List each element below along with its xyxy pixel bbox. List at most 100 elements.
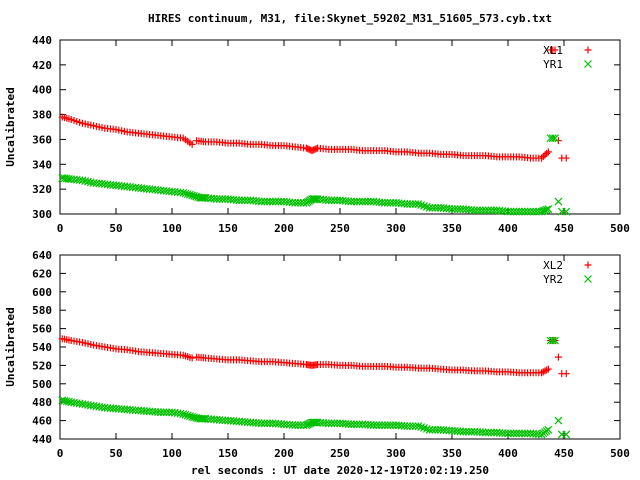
- y-tick-label: 540: [32, 341, 52, 354]
- data-point: [428, 425, 437, 434]
- data-point: [378, 421, 386, 430]
- data-point: [181, 410, 190, 419]
- data-point: [358, 197, 367, 206]
- data-point: [562, 370, 570, 378]
- y-axis-label: Uncalibrated: [4, 87, 17, 166]
- data-point: [542, 205, 551, 214]
- data-point: [551, 46, 559, 54]
- data-point: [481, 206, 490, 215]
- x-tick-label: 0: [57, 447, 64, 460]
- legend-label-xl1: XL1: [543, 44, 563, 57]
- data-point: [541, 151, 549, 159]
- data-point: [448, 205, 456, 213]
- y-tick-label: 500: [32, 378, 52, 391]
- data-point: [406, 422, 414, 431]
- data-point: [414, 200, 423, 208]
- data-point: [355, 197, 364, 206]
- data-point: [526, 207, 535, 216]
- data-point: [506, 207, 515, 216]
- data-point: [372, 421, 381, 430]
- x-tick-label: 200: [274, 222, 294, 235]
- data-point: [551, 134, 559, 143]
- data-point: [544, 425, 553, 434]
- y-tick-label: 340: [32, 158, 52, 171]
- data-point: [459, 427, 468, 436]
- data-point: [274, 197, 283, 206]
- data-point: [330, 419, 339, 428]
- y-tick-label: 440: [32, 433, 52, 446]
- data-point: [380, 198, 389, 207]
- data-point: [506, 429, 515, 438]
- legend-label-yr2: YR2: [543, 273, 563, 286]
- data-point: [512, 207, 521, 216]
- x-tick-label: 500: [610, 447, 630, 460]
- data-point: [183, 190, 192, 199]
- data-point: [156, 408, 165, 417]
- data-point: [470, 206, 479, 215]
- data-point: [260, 197, 269, 206]
- x-tick-label: 0: [57, 222, 64, 235]
- data-point: [431, 203, 440, 212]
- data-point: [291, 198, 300, 207]
- data-point: [268, 197, 277, 206]
- data-point: [266, 197, 274, 206]
- data-point: [554, 416, 563, 425]
- x-tick-label: 450: [554, 447, 574, 460]
- x-tick-label: 300: [386, 447, 406, 460]
- data-point: [562, 154, 570, 162]
- data-point: [294, 421, 302, 430]
- y-tick-label: 420: [32, 59, 52, 72]
- y-tick-label: 600: [32, 286, 52, 299]
- data-point: [235, 196, 244, 205]
- data-point: [260, 419, 269, 428]
- x-tick-label: 200: [274, 447, 294, 460]
- data-point: [417, 423, 426, 431]
- data-point: [425, 203, 434, 212]
- data-point: [257, 197, 266, 206]
- data-point: [453, 205, 462, 213]
- data-point: [520, 207, 529, 216]
- data-point: [159, 408, 168, 417]
- data-point: [327, 419, 336, 428]
- data-point: [476, 206, 484, 215]
- data-point: [562, 207, 571, 216]
- data-point: [364, 197, 372, 206]
- x-tick-label: 100: [162, 222, 182, 235]
- data-point: [512, 429, 521, 438]
- data-point: [218, 195, 227, 204]
- data-point: [562, 430, 571, 439]
- data-point: [188, 354, 196, 362]
- data-point: [541, 367, 549, 375]
- chart-title: HIRES continuum, M31, file:Skynet_59202_…: [148, 12, 552, 25]
- data-point: [520, 429, 529, 438]
- data-point: [462, 427, 470, 436]
- data-point: [327, 196, 336, 205]
- y-tick-label: 560: [32, 323, 52, 336]
- data-point: [257, 419, 266, 428]
- data-point: [347, 420, 356, 429]
- data-point: [543, 149, 551, 157]
- data-point: [515, 429, 524, 438]
- legend-marker-xl2: [584, 261, 592, 269]
- plot-panel-2: 0 50 100 150 200 250 300 350 400 450 500 440 460 480 5…: [4, 249, 630, 477]
- data-point: [383, 198, 392, 207]
- data-point: [420, 424, 428, 432]
- data-point: [183, 411, 192, 420]
- data-point: [263, 419, 272, 428]
- data-point: [375, 421, 384, 430]
- data-point: [481, 428, 490, 437]
- x-tick-label: 450: [554, 222, 574, 235]
- data-point: [504, 207, 512, 216]
- x-tick-label: 150: [218, 447, 238, 460]
- data-point: [347, 197, 356, 206]
- data-point: [403, 422, 412, 431]
- data-point: [386, 198, 395, 207]
- data-point: [380, 421, 389, 430]
- data-point: [361, 197, 370, 206]
- y-tick-label: 300: [32, 208, 52, 221]
- series-xl1: [58, 46, 570, 162]
- x-tick-label: 50: [109, 222, 122, 235]
- data-point: [425, 425, 434, 434]
- legend-marker-yr1: [584, 60, 592, 68]
- x-tick-label: 250: [330, 447, 350, 460]
